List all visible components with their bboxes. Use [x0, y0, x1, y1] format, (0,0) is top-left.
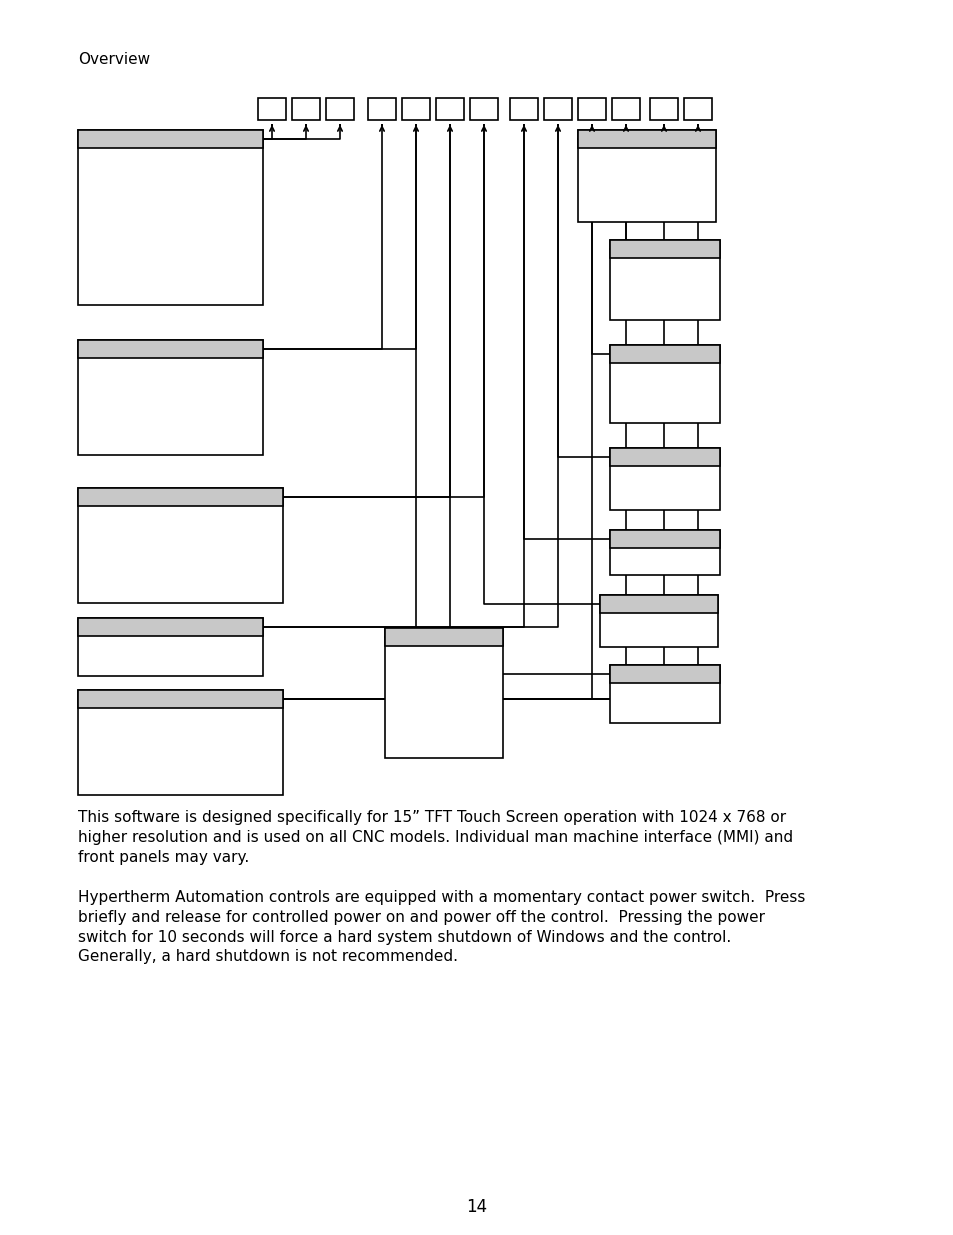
- Bar: [543, 98, 572, 120]
- Bar: [609, 664, 720, 683]
- Bar: [609, 345, 720, 424]
- Bar: [78, 618, 263, 636]
- Bar: [609, 530, 720, 576]
- Text: Hypertherm Automation controls are equipped with a momentary contact power switc: Hypertherm Automation controls are equip…: [78, 890, 804, 965]
- Bar: [257, 98, 286, 120]
- Bar: [78, 618, 263, 676]
- Bar: [609, 530, 720, 548]
- Bar: [292, 98, 319, 120]
- Bar: [683, 98, 711, 120]
- Bar: [609, 240, 720, 258]
- Bar: [401, 98, 430, 120]
- Bar: [578, 130, 716, 222]
- Bar: [609, 448, 720, 510]
- Bar: [578, 130, 716, 148]
- Bar: [609, 664, 720, 722]
- Bar: [599, 595, 718, 613]
- Bar: [649, 98, 678, 120]
- Bar: [470, 98, 497, 120]
- Bar: [78, 488, 283, 506]
- Bar: [599, 595, 718, 647]
- Bar: [78, 690, 283, 708]
- Bar: [578, 98, 605, 120]
- Text: Overview: Overview: [78, 52, 150, 67]
- Bar: [368, 98, 395, 120]
- Bar: [609, 345, 720, 363]
- Bar: [510, 98, 537, 120]
- Bar: [326, 98, 354, 120]
- Bar: [78, 130, 263, 305]
- Bar: [612, 98, 639, 120]
- Bar: [385, 629, 502, 646]
- Bar: [609, 240, 720, 320]
- Text: This software is designed specifically for 15” TFT Touch Screen operation with 1: This software is designed specifically f…: [78, 810, 792, 864]
- Text: 14: 14: [466, 1198, 487, 1216]
- Bar: [609, 448, 720, 466]
- Bar: [78, 340, 263, 454]
- Bar: [78, 340, 263, 358]
- Bar: [436, 98, 463, 120]
- Bar: [78, 130, 263, 148]
- Bar: [78, 690, 283, 795]
- Bar: [385, 629, 502, 758]
- Bar: [78, 488, 283, 603]
